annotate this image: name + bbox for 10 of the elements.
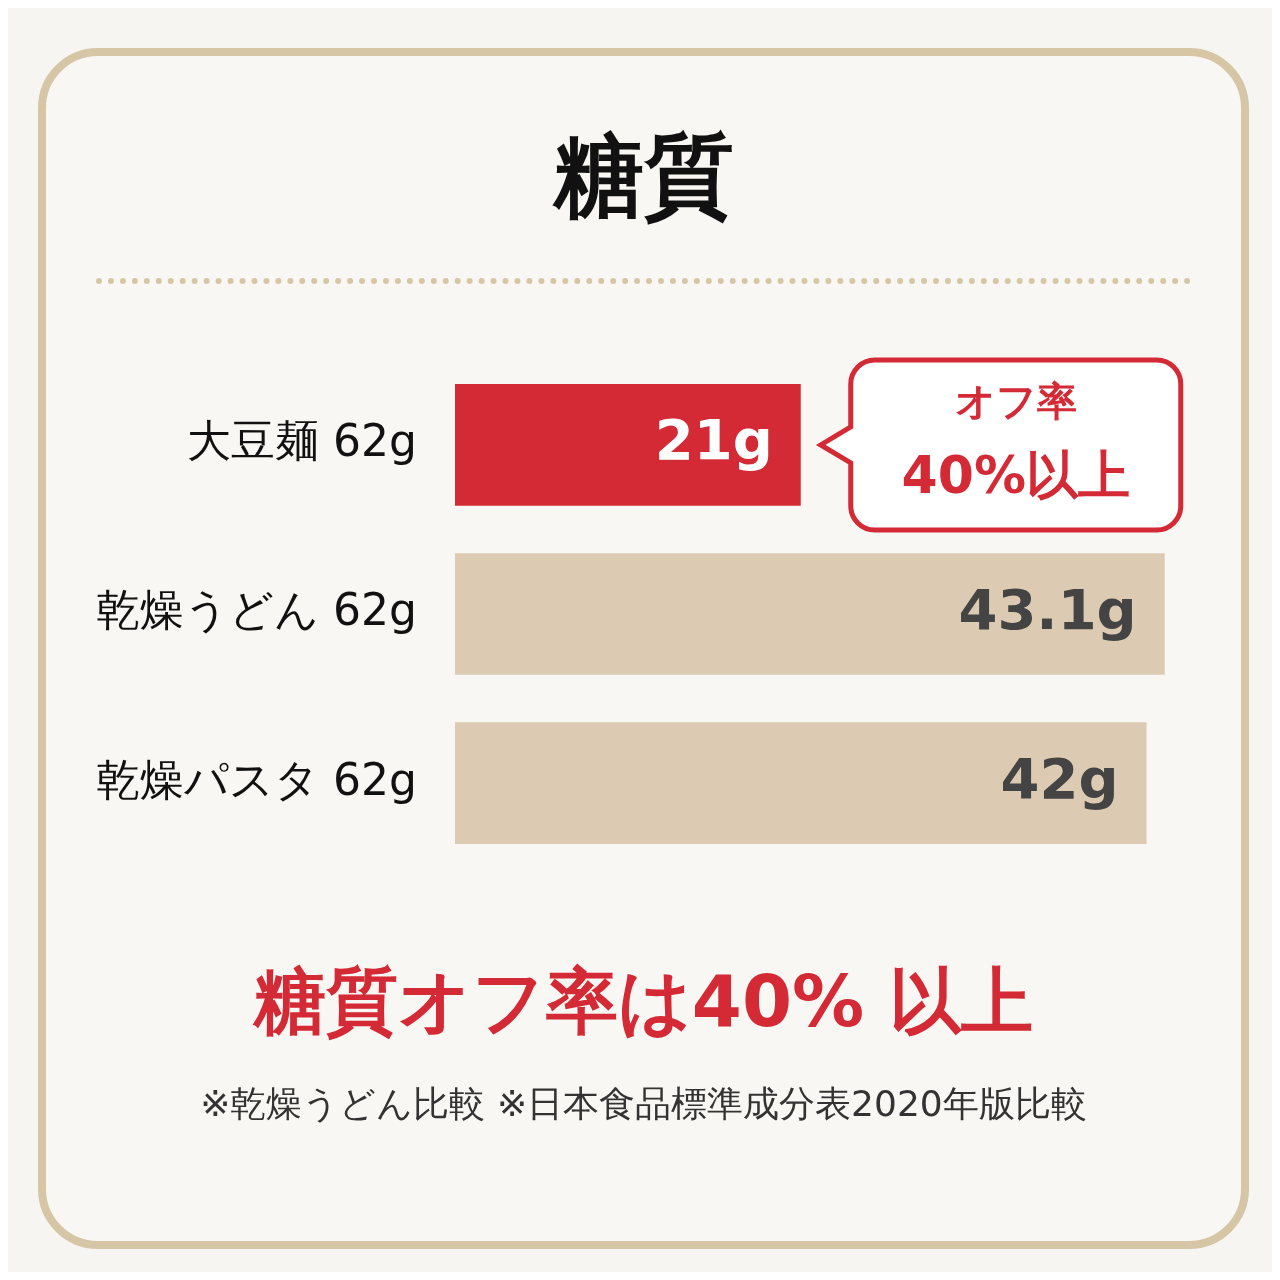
y-tick-label: 乾燥うどん 62g xyxy=(96,584,417,636)
chart-title: 糖質 xyxy=(551,122,735,230)
data-label: 21g xyxy=(654,407,773,473)
data-label: 42g xyxy=(1000,745,1119,811)
y-tick-label: 乾燥パスタ 62g xyxy=(96,753,417,805)
y-tick-label: 大豆麺 62g xyxy=(187,415,417,467)
text: 糖質オフ率は40% 以上 xyxy=(252,958,1035,1045)
data-label: 43.1g xyxy=(958,576,1137,642)
text: ※乾燥うどん比較 ※日本食品標準成分表2020年版比較 xyxy=(199,1082,1088,1126)
annotation: オフ率 40%以上 xyxy=(901,378,1130,506)
